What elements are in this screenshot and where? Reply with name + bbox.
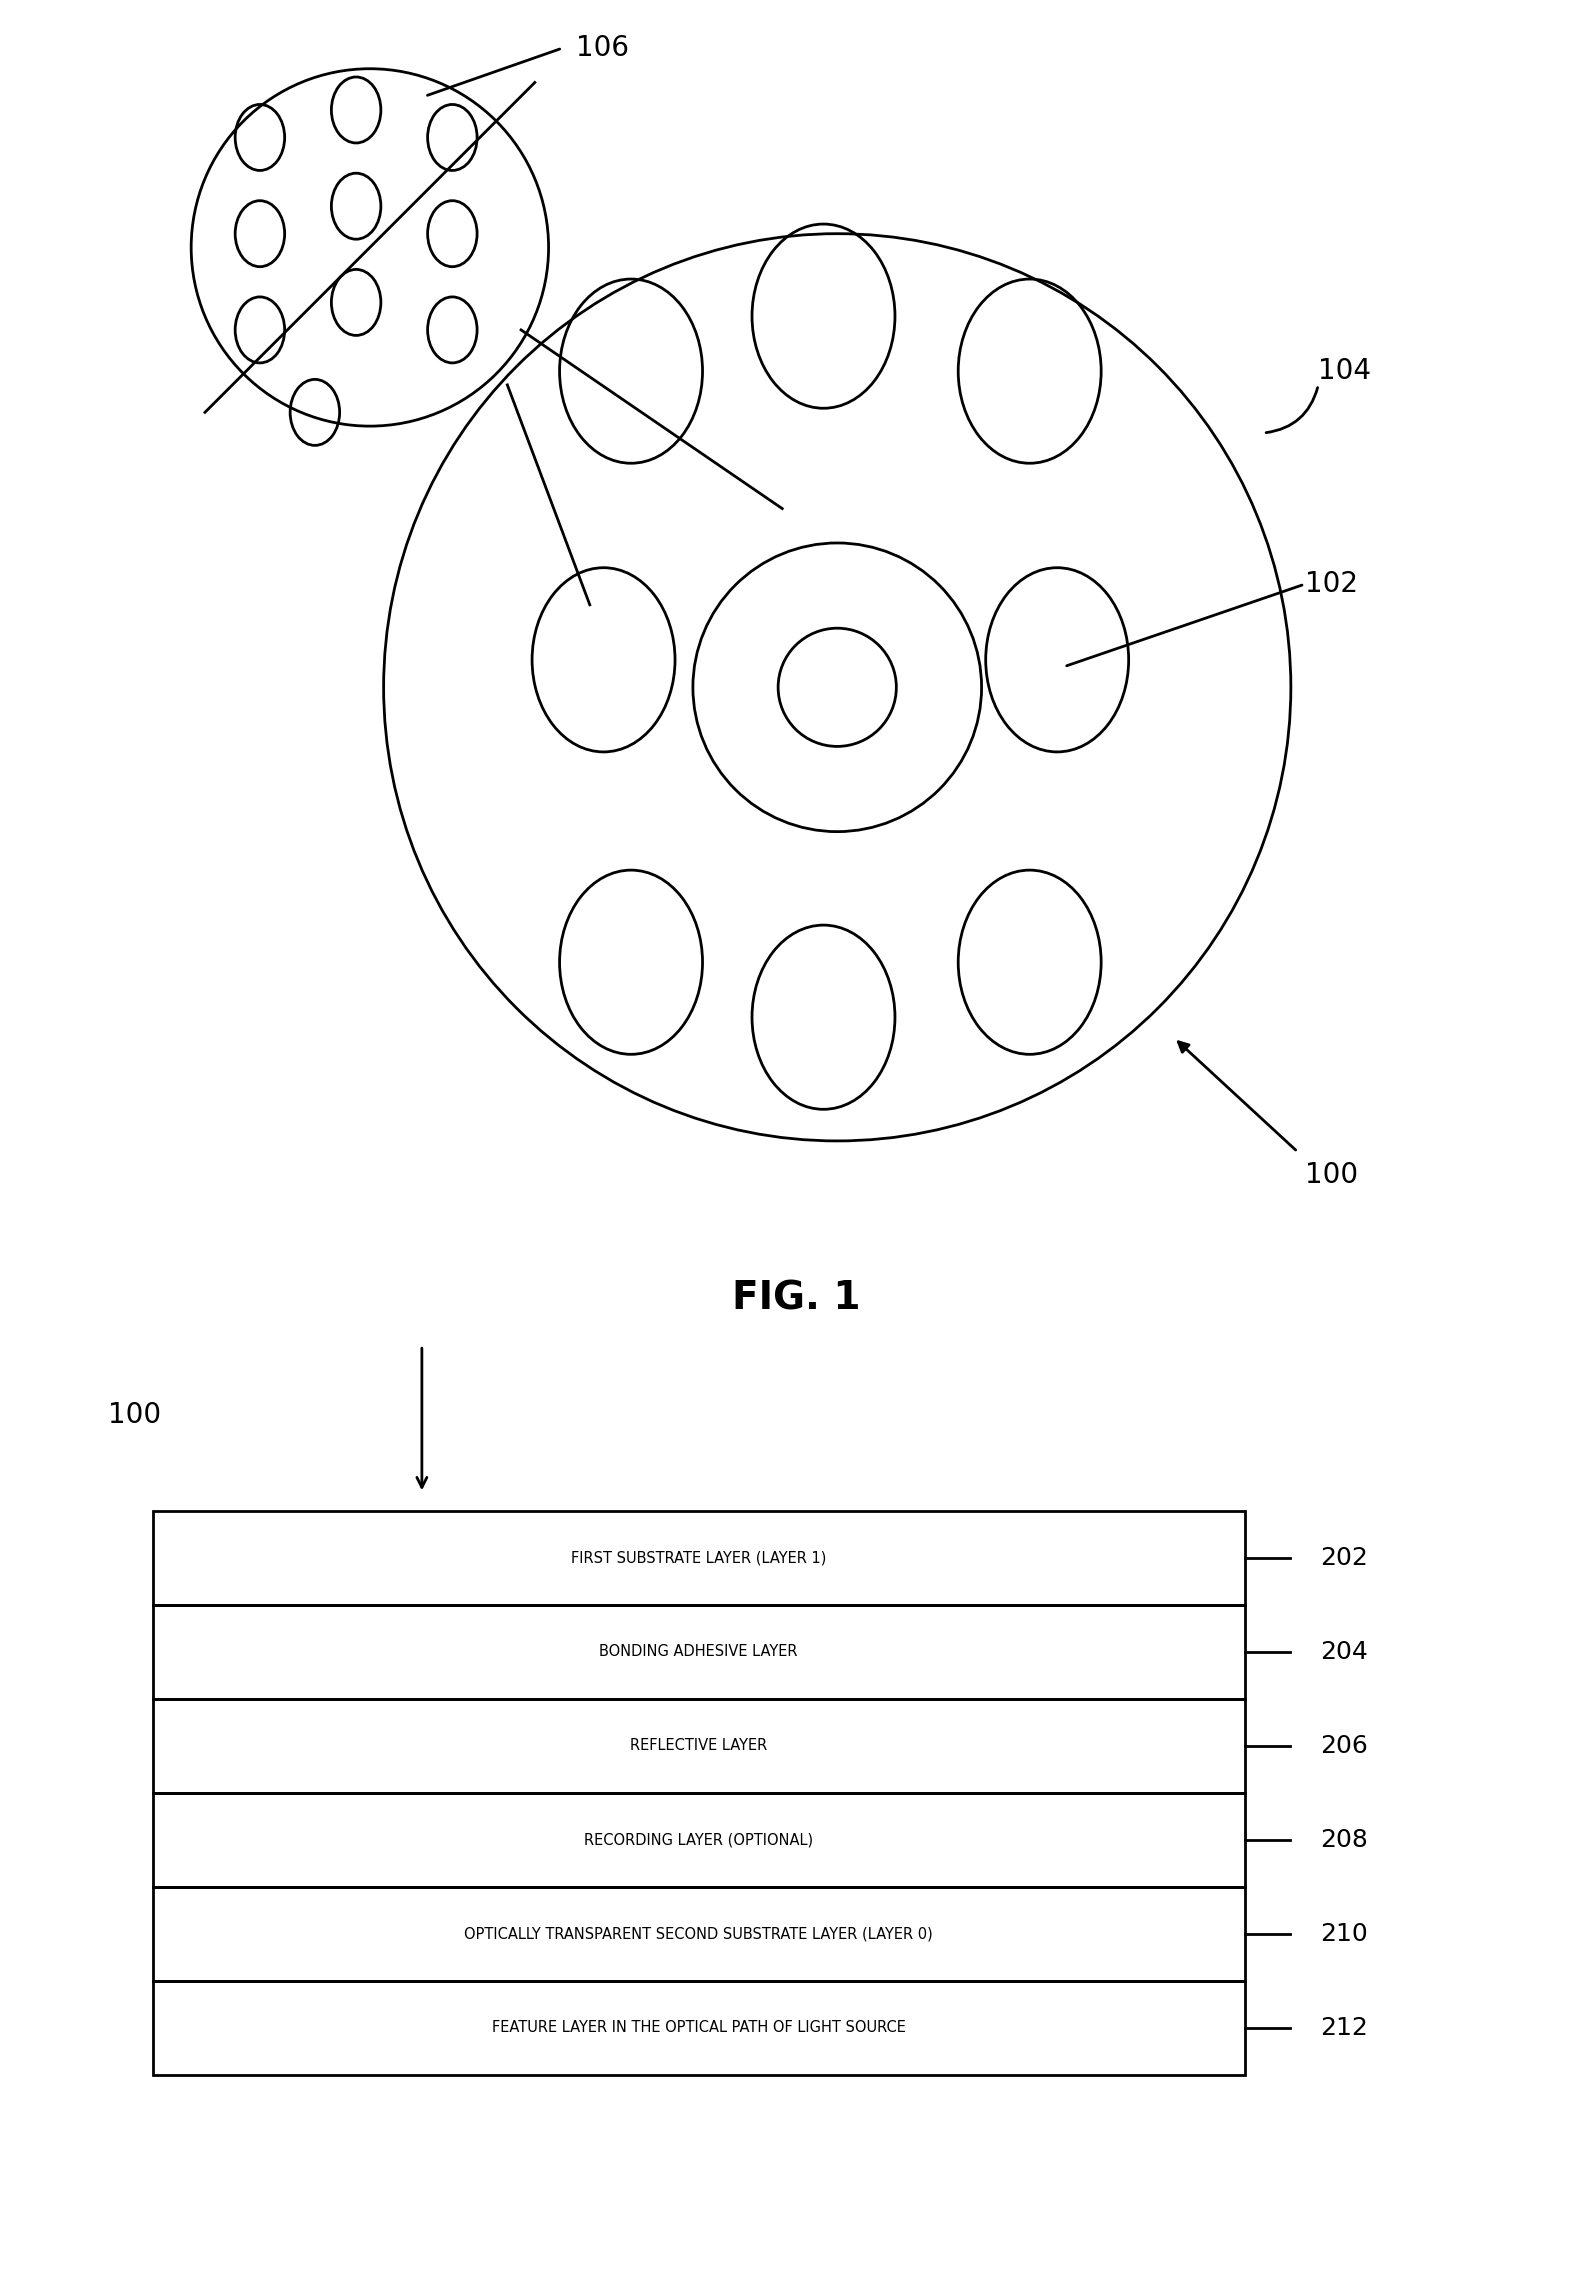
Text: 100: 100 [1304, 1162, 1358, 1189]
Text: RECORDING LAYER (OPTIONAL): RECORDING LAYER (OPTIONAL) [584, 1833, 814, 1847]
Text: OPTICALLY TRANSPARENT SECOND SUBSTRATE LAYER (LAYER 0): OPTICALLY TRANSPARENT SECOND SUBSTRATE L… [465, 1927, 933, 1940]
Text: FIG. 1: FIG. 1 [732, 1281, 860, 1317]
Text: 212: 212 [1320, 2016, 1368, 2039]
Text: 204: 204 [1320, 1640, 1368, 1663]
Text: FEATURE LAYER IN THE OPTICAL PATH OF LIGHT SOURCE: FEATURE LAYER IN THE OPTICAL PATH OF LIG… [492, 2021, 906, 2034]
Text: 208: 208 [1320, 1828, 1368, 1851]
Text: 104: 104 [1318, 357, 1371, 385]
Text: 102: 102 [1304, 570, 1358, 598]
Text: 210: 210 [1320, 1922, 1368, 1945]
Text: FIRST SUBSTRATE LAYER (LAYER 1): FIRST SUBSTRATE LAYER (LAYER 1) [572, 1551, 826, 1565]
Text: 100: 100 [108, 1400, 161, 1430]
Bar [153, 1510, 1245, 1604]
Bar [153, 1794, 1245, 1888]
Bar [153, 1982, 1245, 2076]
Text: REFLECTIVE LAYER: REFLECTIVE LAYER [630, 1739, 767, 1753]
Bar [153, 1698, 1245, 1794]
Text: 202: 202 [1320, 1546, 1368, 1569]
Text: 106: 106 [576, 34, 629, 62]
Text: 206: 206 [1320, 1734, 1368, 1757]
Bar [153, 1888, 1245, 1982]
Text: BONDING ADHESIVE LAYER: BONDING ADHESIVE LAYER [600, 1645, 798, 1659]
Bar [153, 1604, 1245, 1698]
